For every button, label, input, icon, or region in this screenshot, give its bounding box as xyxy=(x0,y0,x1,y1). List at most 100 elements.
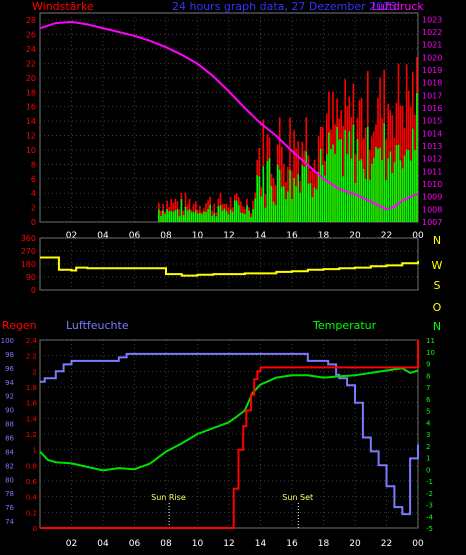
rain-tick-label: 1 xyxy=(33,447,37,455)
wind-bar xyxy=(164,214,166,222)
humidity-tick-label: 88 xyxy=(5,421,14,429)
wind-bar xyxy=(344,129,346,222)
wind-bar xyxy=(168,211,170,222)
wind-bar xyxy=(195,210,197,222)
wind-bar xyxy=(219,205,222,222)
y-tick-label-left: 0 xyxy=(31,286,36,295)
wind-bar xyxy=(289,170,291,222)
x-tick-label: 16 xyxy=(286,539,298,549)
wind-bar xyxy=(326,154,328,222)
temperature-tick-label: 0 xyxy=(426,466,430,474)
wind-bar xyxy=(371,163,373,222)
wind-bar xyxy=(221,210,224,222)
wind-bar xyxy=(414,150,416,222)
wind-bar xyxy=(299,192,301,222)
wind-bar xyxy=(313,187,316,222)
wind-bar xyxy=(162,210,164,222)
humidity-tick-label: 90 xyxy=(5,407,14,415)
x-tick-label: 02 xyxy=(66,539,77,549)
wind-bar xyxy=(184,206,187,222)
gust-bar xyxy=(405,64,408,222)
gust-bar xyxy=(240,201,242,222)
wind-bar xyxy=(338,139,340,222)
y-tick-label-left: 8 xyxy=(31,160,36,169)
y-tick-label-right: 1010 xyxy=(422,180,442,189)
wind-bar xyxy=(375,146,377,222)
wind-bar xyxy=(246,205,248,222)
gust-bar xyxy=(397,63,400,223)
gust-bar xyxy=(170,199,172,222)
wind-bar xyxy=(405,149,408,222)
gust-bar xyxy=(364,127,367,222)
wind-bar xyxy=(391,172,394,222)
wind-bar xyxy=(354,182,357,222)
wind-bar xyxy=(283,186,285,222)
wind-bar xyxy=(295,186,297,222)
direction-label: N xyxy=(433,320,441,333)
rain-line xyxy=(40,340,419,529)
y-tick-label-left: 4 xyxy=(31,189,36,198)
y-tick-label-right: 1013 xyxy=(422,142,442,151)
temperature-tick-label: 5 xyxy=(426,408,430,416)
x-tick-label: 22 xyxy=(381,539,392,549)
y-tick-label-left: 2 xyxy=(31,204,36,213)
temperature-tick-label: 4 xyxy=(426,419,431,427)
y-tick-label-left: 0 xyxy=(31,218,36,227)
x-tick-label: 18 xyxy=(318,231,330,241)
wind-bar xyxy=(332,144,334,222)
wind-bar xyxy=(217,206,220,222)
wind-bar xyxy=(213,213,215,222)
direction-label: N xyxy=(433,234,441,247)
wind-bar xyxy=(287,191,289,222)
wind-bar xyxy=(383,123,385,222)
temperature-tick-label: 7 xyxy=(426,384,430,392)
y-tick-label-right: 1007 xyxy=(422,218,442,227)
humidity-tick-label: 78 xyxy=(5,490,14,498)
rain-tick-label: 1.2 xyxy=(26,431,37,439)
humidity-label: Luftfeuchte xyxy=(66,319,129,332)
wind-bar xyxy=(321,165,324,222)
temperature-tick-label: 6 xyxy=(426,396,431,404)
humidity-tick-label: 98 xyxy=(5,351,14,359)
wind-bar xyxy=(182,215,185,222)
wind-bar xyxy=(254,198,256,222)
wind-bar xyxy=(416,93,418,222)
pressure-label: Luftdruck xyxy=(372,0,424,13)
wind-bar xyxy=(238,205,240,222)
gust-bar xyxy=(401,105,404,222)
wind-bar xyxy=(309,183,312,222)
wind-bar xyxy=(379,147,381,222)
x-tick-label: 18 xyxy=(318,539,330,549)
humidity-tick-label: 94 xyxy=(5,379,14,387)
wind-bar xyxy=(190,212,193,222)
sun-set-label: Sun Set xyxy=(282,493,313,502)
wind-bar xyxy=(285,199,287,222)
chart-title: 24 hours graph data, 27 Dezember 2023 xyxy=(172,0,397,13)
wind-bar xyxy=(240,212,242,222)
wind-bar xyxy=(192,212,195,222)
humidity-tick-label: 82 xyxy=(5,462,14,470)
temperature-tick-label: 1 xyxy=(426,455,430,463)
wind-bar xyxy=(252,209,254,222)
wind-bar xyxy=(399,160,402,222)
x-tick-label: 20 xyxy=(349,231,361,241)
x-tick-label: 06 xyxy=(129,231,141,241)
x-tick-label: 16 xyxy=(286,231,298,241)
y-tick-label-left: 14 xyxy=(26,117,36,126)
y-tick-label-left: 28 xyxy=(26,16,36,25)
y-tick-label-left: 22 xyxy=(26,59,36,68)
wind-bar xyxy=(278,169,281,222)
direction-label: W xyxy=(432,259,443,272)
rain-tick-label: 2.2 xyxy=(26,353,37,361)
x-tick-label: 08 xyxy=(160,539,172,549)
gust-bar xyxy=(229,197,232,222)
y-tick-label-left: 24 xyxy=(26,45,36,54)
y-tick-label-left: 6 xyxy=(31,175,36,184)
y-tick-label-left: 18 xyxy=(26,88,36,97)
wind-bar xyxy=(270,186,273,222)
wind-bar xyxy=(178,216,181,222)
wind-bar xyxy=(223,208,226,222)
wind-bar xyxy=(235,200,238,222)
wind-bar xyxy=(276,164,279,222)
gust-bar xyxy=(311,169,314,222)
